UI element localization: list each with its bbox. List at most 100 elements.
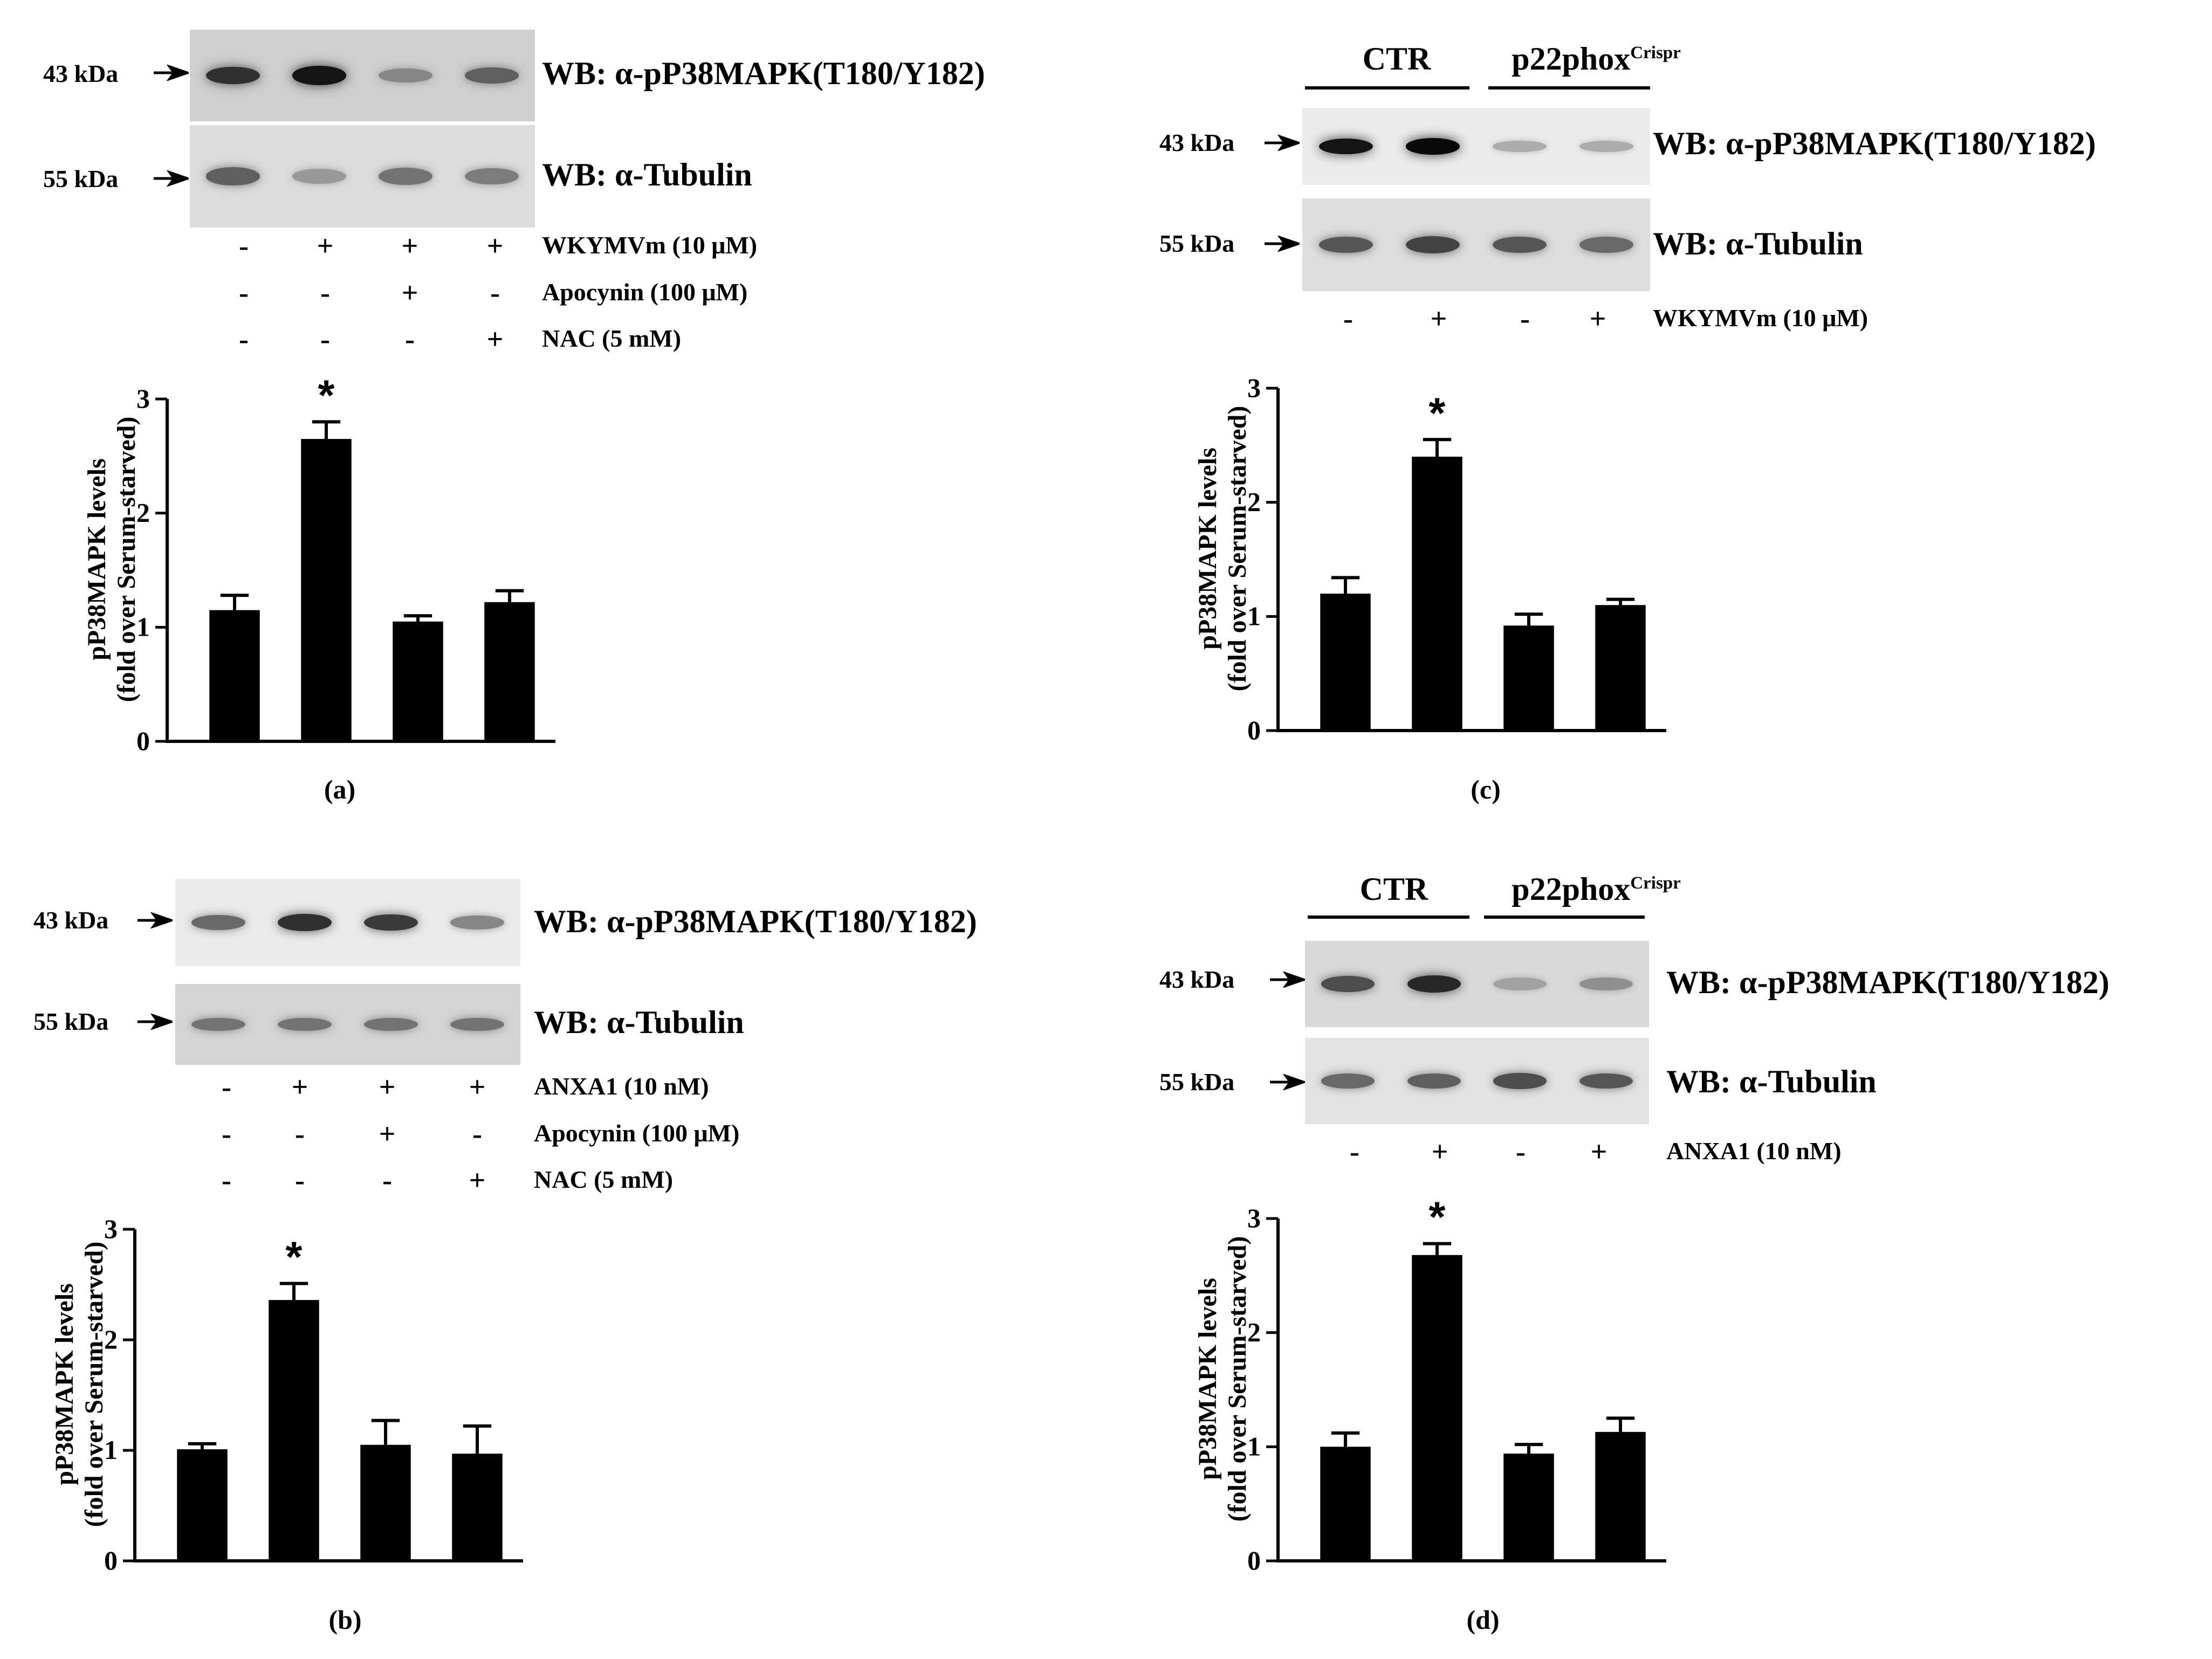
treatment-label: Apocynin (100 μM): [542, 278, 748, 306]
band-c-1-4: [1579, 141, 1634, 152]
treatment-sign: +: [1590, 1135, 1608, 1168]
treatment-sign: -: [222, 1164, 231, 1196]
marker-label: 43 kDa: [1159, 129, 1235, 156]
blot-d-2: [1305, 1038, 1649, 1124]
antibody-label: WB: α-pP38MAPK(T180/Y182): [534, 904, 977, 939]
band-a-1-4: [465, 67, 519, 84]
band-c-2-2: [1405, 236, 1460, 253]
band-d-1-3: [1493, 977, 1547, 990]
arrow-icon: [154, 170, 189, 187]
band-b-2-4: [450, 1017, 504, 1031]
band-a-2-4: [465, 168, 519, 185]
panel-label: (a): [324, 774, 356, 804]
y-tick-label: 0: [104, 1545, 118, 1575]
y-tick-label: 3: [104, 1214, 118, 1244]
band-a-1-3: [379, 68, 432, 83]
band-d-2-2: [1407, 1073, 1461, 1089]
group-bracket: [1305, 86, 1469, 90]
bar: [1595, 605, 1646, 731]
group-label-p22phox: p22phoxCrispr: [1512, 871, 1681, 907]
treatment-sign: +: [291, 1071, 308, 1103]
marker-label: 43 kDa: [1159, 966, 1235, 993]
y-tick-label: 2: [1247, 487, 1261, 517]
treatment-sign: +: [486, 230, 504, 262]
treatment-label: ANXA1 (10 nM): [534, 1072, 709, 1100]
bar: [452, 1454, 503, 1561]
treatment-sign: +: [401, 230, 418, 262]
antibody-label: WB: α-pP38MAPK(T180/Y182): [1666, 965, 2110, 1000]
y-axis-label: (fold over Serum-starved): [80, 1242, 108, 1527]
treatment-sign: -: [1520, 302, 1530, 335]
y-tick-label: 0: [1247, 1545, 1261, 1575]
significance-star: *: [285, 1233, 303, 1281]
bar: [393, 621, 443, 741]
treatment-sign: -: [472, 1118, 482, 1150]
group-label-p22phox: p22phoxCrispr: [1512, 41, 1681, 77]
band-c-2-3: [1493, 236, 1547, 253]
band-b-2-2: [278, 1017, 332, 1031]
band-b-1-2: [278, 914, 332, 931]
treatment-label: WKYMVm (10 μM): [542, 231, 758, 259]
treatment-sign: -: [239, 277, 249, 309]
panel-label: (b): [328, 1605, 362, 1635]
band-b-1-4: [450, 915, 504, 930]
bar: [1503, 1454, 1554, 1561]
antibody-label: WB: α-Tubulin: [1653, 226, 1863, 261]
bar: [360, 1444, 411, 1561]
group-label-ctr: CTR: [1359, 871, 1428, 907]
antibody-label: WB: α-pP38MAPK(T180/Y182): [542, 56, 985, 91]
group-bracket: [1484, 915, 1645, 919]
bar: [269, 1300, 319, 1561]
bar-chart-d: 0 1 2 3 pP38MAPK levels (fold over Serum-star…: [1193, 1193, 1666, 1575]
band-a-2-3: [379, 168, 432, 185]
treatment-label: Apocynin (100 μM): [534, 1119, 740, 1147]
treatment-sign: -: [295, 1118, 305, 1150]
y-tick-label: 3: [1247, 1203, 1261, 1233]
y-axis-label: pP38MAPK levels: [1193, 1278, 1222, 1480]
band-d-2-4: [1579, 1073, 1633, 1089]
treatment-sign: +: [1589, 302, 1606, 335]
treatment-sign: -: [490, 277, 500, 309]
band-b-1-1: [191, 915, 245, 930]
y-tick-label: 0: [136, 726, 150, 756]
treatment-sign: -: [239, 230, 249, 262]
marker-label: 55 kDa: [1159, 1068, 1235, 1096]
blot-a-1: [190, 30, 535, 121]
treatment-sign: -: [382, 1164, 392, 1196]
treatment-sign: +: [317, 230, 334, 262]
bar: [1412, 457, 1462, 731]
treatment-label: ANXA1 (10 nM): [1666, 1137, 1842, 1165]
bar-chart-a: 0 1 2 3 pP38MAPK levels (fold over Serum-star…: [83, 371, 555, 756]
band-b-1-3: [364, 914, 418, 931]
y-tick-label: 1: [1247, 1431, 1261, 1461]
treatment-sign: -: [1516, 1135, 1526, 1168]
treatment-sign: -: [295, 1164, 305, 1196]
treatment-sign: +: [379, 1118, 396, 1150]
y-tick-label: 2: [136, 498, 150, 528]
significance-star: *: [318, 371, 335, 419]
significance-star: *: [1428, 1193, 1446, 1241]
y-axis-label: pP38MAPK levels: [50, 1283, 79, 1485]
group-label-ctr: CTR: [1362, 41, 1431, 77]
y-tick-label: 2: [104, 1324, 118, 1354]
blot-c-2: [1302, 198, 1650, 291]
marker-label: 43 kDa: [43, 60, 119, 87]
band-b-2-1: [191, 1017, 245, 1031]
y-axis-label: (fold over Serum-starved): [112, 417, 141, 703]
y-tick-label: 2: [1247, 1317, 1261, 1347]
treatment-sign: +: [469, 1164, 486, 1196]
antibody-label: WB: α-Tubulin: [542, 157, 752, 192]
treatment-sign: -: [1350, 1135, 1359, 1168]
bar: [1595, 1431, 1646, 1561]
group-bracket: [1488, 86, 1650, 90]
panel-label: (d): [1466, 1605, 1500, 1635]
treatment-sign: +: [1430, 302, 1447, 335]
significance-star: *: [1428, 389, 1446, 437]
treatment-sign: -: [320, 323, 330, 355]
arrow-icon: [1265, 135, 1300, 151]
treatment-sign: -: [222, 1118, 231, 1150]
arrow-icon: [1270, 972, 1305, 988]
y-tick-label: 3: [136, 383, 150, 414]
band-a-1-1: [206, 66, 260, 85]
arrow-icon: [1265, 236, 1300, 252]
